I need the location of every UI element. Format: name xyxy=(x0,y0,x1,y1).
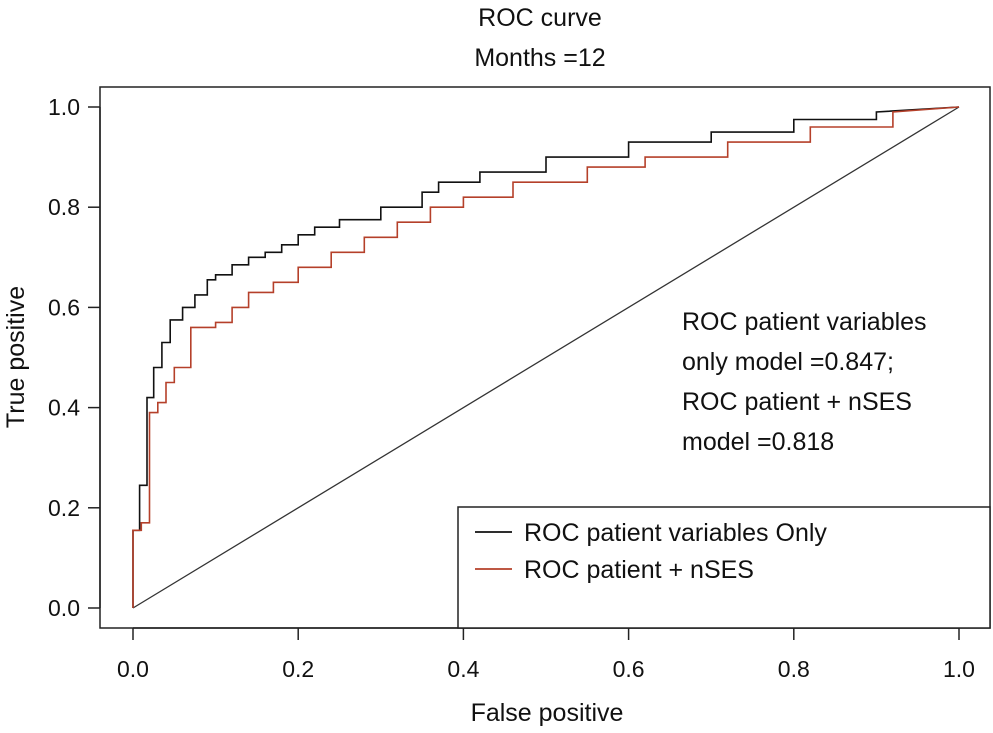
chart-title: ROC curve xyxy=(478,4,602,32)
x-axis-label: False positive xyxy=(471,699,624,727)
y-tick-label: 1.0 xyxy=(48,94,80,120)
series-line-2 xyxy=(132,106,960,608)
x-axis: 0.0 0.2 0.4 0.6 0.8 1.0 xyxy=(117,627,975,682)
x-ticks: 0.0 0.2 0.4 0.6 0.8 1.0 xyxy=(117,628,975,682)
annotation-line-4: model =0.818 xyxy=(682,428,834,456)
legend-box xyxy=(457,506,991,629)
legend-label-series-1: ROC patient variables Only xyxy=(524,519,827,547)
auc-annotation: ROC patient variables only model =0.847;… xyxy=(682,308,927,456)
y-axis-label: True positive xyxy=(2,286,30,428)
annotation-line-3: ROC patient + nSES xyxy=(682,388,912,416)
y-tick-label: 0.0 xyxy=(48,595,80,621)
chart-subtitle: Months =12 xyxy=(474,44,605,72)
x-tick-label: 0.0 xyxy=(117,656,149,682)
annotation-line-2: only model =0.847; xyxy=(682,348,894,376)
x-tick-label: 0.2 xyxy=(282,656,314,682)
legend-label-series-2: ROC patient + nSES xyxy=(524,556,754,584)
y-tick-label: 0.6 xyxy=(48,294,80,320)
reference-diagonal xyxy=(132,106,960,609)
series-line-1 xyxy=(132,106,960,608)
x-tick-label: 0.6 xyxy=(613,656,645,682)
y-axis: 0.0 0.2 0.4 0.6 0.8 1.0 xyxy=(48,94,101,621)
y-ticks: 0.0 0.2 0.4 0.6 0.8 1.0 xyxy=(48,94,100,621)
annotation-line-1: ROC patient variables xyxy=(682,308,927,336)
y-tick-label: 0.4 xyxy=(48,395,80,421)
series-layer xyxy=(132,106,960,608)
legend: ROC patient variables Only ROC patient +… xyxy=(457,506,991,629)
y-tick-label: 0.8 xyxy=(48,194,80,220)
reference-diagonal-layer xyxy=(132,106,960,609)
y-tick-label: 0.2 xyxy=(48,495,80,521)
x-tick-label: 1.0 xyxy=(943,656,975,682)
x-tick-label: 0.8 xyxy=(778,656,810,682)
x-tick-label: 0.4 xyxy=(447,656,479,682)
